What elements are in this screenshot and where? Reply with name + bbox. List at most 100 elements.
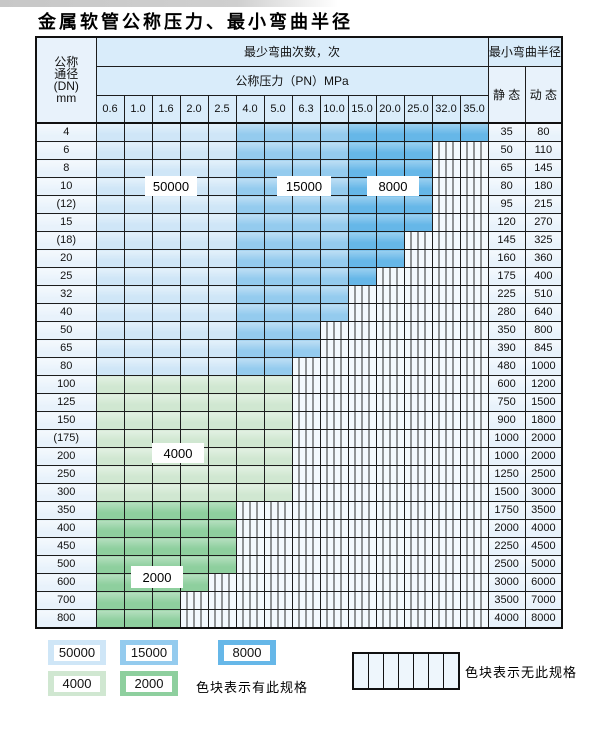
no-spec-cell <box>375 483 405 502</box>
legend-has-spec-text: 色块表示有此规格 <box>196 680 309 695</box>
spec-cell <box>123 465 153 484</box>
static-radius-cell: 225 <box>487 285 526 304</box>
no-spec-cell <box>431 375 461 394</box>
spec-cell <box>291 231 321 250</box>
spec-cell <box>375 249 405 268</box>
spec-cell <box>207 303 237 322</box>
spec-cell <box>123 357 153 376</box>
dynamic-radius-cell: 4500 <box>524 537 563 556</box>
dn-cell: 200 <box>35 447 97 466</box>
dn-cell: 65 <box>35 339 97 358</box>
spec-cell <box>123 519 153 538</box>
spec-cell <box>347 267 377 286</box>
no-spec-cell <box>179 609 209 629</box>
spec-cell <box>95 213 125 232</box>
dn-cell: 250 <box>35 465 97 484</box>
static-radius-cell: 175 <box>487 267 526 286</box>
no-spec-cell <box>347 411 377 430</box>
spec-cell <box>291 141 321 160</box>
spec-cell <box>235 393 265 412</box>
scan-artifact-strip <box>0 0 338 7</box>
no-spec-cell <box>347 303 377 322</box>
dynamic-radius-cell: 145 <box>524 159 563 178</box>
spec-cell <box>95 555 125 574</box>
spec-cell <box>151 609 181 629</box>
no-spec-cell <box>179 591 209 610</box>
spec-cell <box>123 411 153 430</box>
spec-cell <box>403 195 433 214</box>
no-spec-cell <box>291 393 321 412</box>
dn-cell: 100 <box>35 375 97 394</box>
no-spec-cell <box>431 447 461 466</box>
header-pressure-value: 6.3 <box>291 95 321 124</box>
spec-cell <box>151 393 181 412</box>
table-row: 25 175 400 <box>35 267 563 286</box>
spec-cell <box>207 357 237 376</box>
static-radius-cell: 65 <box>487 159 526 178</box>
legend-swatch-2000: 2000 <box>120 671 178 696</box>
table-row: 32 225 510 <box>35 285 563 304</box>
spec-cell <box>123 303 153 322</box>
spec-cell <box>179 573 209 592</box>
no-spec-cell <box>347 573 377 592</box>
table-row: 8 65 145 <box>35 159 563 178</box>
spec-cell <box>263 285 293 304</box>
spec-cell <box>319 303 349 322</box>
spec-cell <box>319 285 349 304</box>
no-spec-cell <box>375 573 405 592</box>
spec-cell <box>235 303 265 322</box>
dn-cell: 20 <box>35 249 97 268</box>
dn-cell: 300 <box>35 483 97 502</box>
no-spec-cell <box>235 501 265 520</box>
table-row: 700 3500 7000 <box>35 591 563 610</box>
spec-cell <box>95 231 125 250</box>
no-spec-cell <box>375 609 405 629</box>
no-spec-cell <box>375 465 405 484</box>
static-radius-cell: 1000 <box>487 447 526 466</box>
spec-cell <box>263 231 293 250</box>
spec-cell <box>291 339 321 358</box>
no-spec-cell <box>375 447 405 466</box>
no-spec-cell <box>431 159 461 178</box>
no-spec-cell <box>235 537 265 556</box>
no-spec-cell <box>291 501 321 520</box>
spec-cell <box>151 141 181 160</box>
dynamic-radius-cell: 2000 <box>524 429 563 448</box>
spec-cell <box>95 573 125 592</box>
no-spec-cell <box>291 573 321 592</box>
no-spec-cell <box>431 141 461 160</box>
dn-cell: 40 <box>35 303 97 322</box>
no-spec-cell <box>403 375 433 394</box>
spec-cell <box>151 213 181 232</box>
table-row: 100 600 1200 <box>35 375 563 394</box>
no-spec-cell <box>459 231 489 250</box>
dn-cell: 80 <box>35 357 97 376</box>
spec-cell <box>95 321 125 340</box>
dn-cell: 32 <box>35 285 97 304</box>
page-title: 金属软管公称压力、最小弯曲半径 <box>38 12 353 33</box>
spec-cell <box>95 267 125 286</box>
no-spec-cell <box>459 447 489 466</box>
spec-cell <box>235 447 265 466</box>
no-spec-cell <box>291 519 321 538</box>
no-spec-cell <box>431 591 461 610</box>
dn-cell: (12) <box>35 195 97 214</box>
spec-table-container: 公称 通径 (DN) mm 最少弯曲次数，次 最小弯曲半径 公称压力（PN）MPa 静 态动 … <box>35 36 564 629</box>
spec-cell <box>207 141 237 160</box>
header-min-bend-radius: 最小弯曲半径 <box>487 36 563 67</box>
spec-cell <box>235 177 265 196</box>
spec-cell <box>207 213 237 232</box>
spec-cell <box>263 321 293 340</box>
spec-cell <box>151 501 181 520</box>
no-spec-cell <box>207 573 237 592</box>
header-dn: 公称 通径 (DN) mm <box>35 36 97 124</box>
spec-cell <box>179 339 209 358</box>
no-spec-cell <box>375 339 405 358</box>
no-spec-cell <box>291 465 321 484</box>
no-spec-cell <box>319 483 349 502</box>
spec-cell <box>179 555 209 574</box>
no-spec-cell <box>459 501 489 520</box>
spec-cell <box>347 195 377 214</box>
static-radius-cell: 1750 <box>487 501 526 520</box>
no-spec-cell <box>431 555 461 574</box>
